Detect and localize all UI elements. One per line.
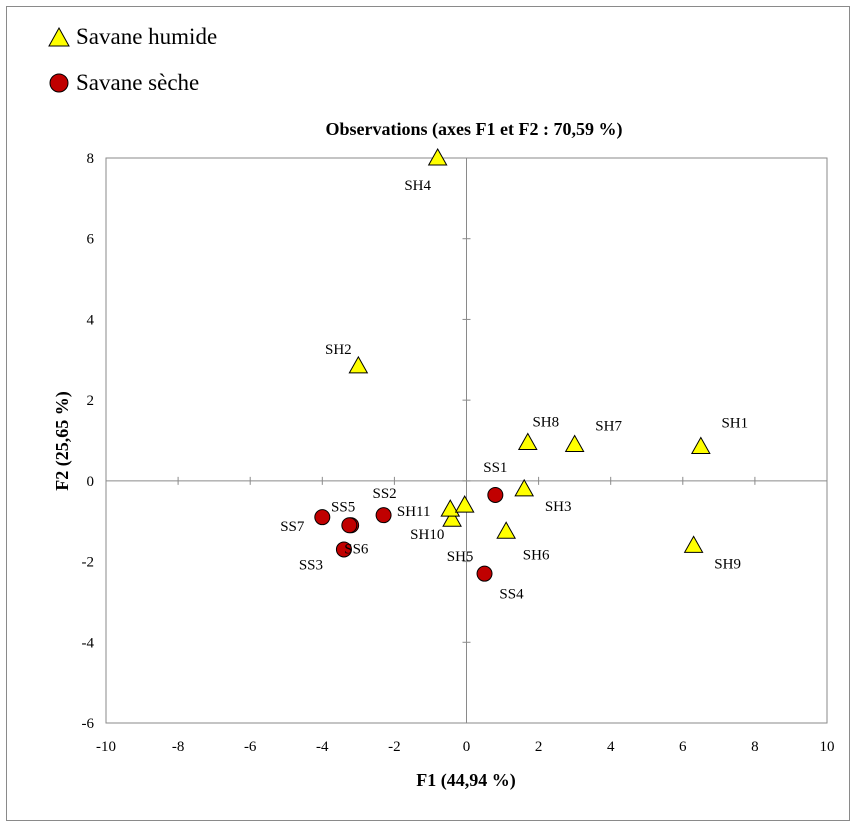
point-label-ss2: SS2 xyxy=(372,486,396,502)
point-sh10 xyxy=(440,499,461,517)
point-ss2 xyxy=(375,507,392,524)
x-tick-label: 10 xyxy=(820,739,835,755)
point-label-sh4: SH4 xyxy=(404,178,431,194)
y-tick-label: 6 xyxy=(87,232,95,248)
x-axis-label: F1 (44,94 %) xyxy=(416,770,515,791)
point-label-sh5: SH5 xyxy=(447,549,474,565)
point-label-ss1: SS1 xyxy=(483,460,507,476)
chart-frame xyxy=(6,6,850,821)
point-sh5 xyxy=(442,509,462,527)
circle-marker-icon xyxy=(49,73,69,93)
y-tick-label: 0 xyxy=(87,474,95,490)
point-label-ss7: SS7 xyxy=(280,519,305,535)
y-tick-label: 2 xyxy=(87,393,95,409)
point-label-ss5: SS5 xyxy=(331,499,355,515)
x-tick-label: 0 xyxy=(463,739,471,755)
x-tick-label: -4 xyxy=(316,739,329,755)
point-label-sh11: SH11 xyxy=(397,504,431,520)
x-tick-label: 8 xyxy=(751,739,759,755)
y-axis-label: F2 (25,65 %) xyxy=(52,391,73,490)
x-tick-label: -6 xyxy=(244,739,257,755)
x-tick-label: 4 xyxy=(607,739,615,755)
x-tick-label: -8 xyxy=(172,739,185,755)
point-label-ss3: SS3 xyxy=(299,557,323,573)
point-label-sh8: SH8 xyxy=(532,415,559,431)
y-tick-label: -6 xyxy=(82,716,95,732)
point-label-sh9: SH9 xyxy=(714,556,741,572)
triangle-marker-icon xyxy=(48,27,70,47)
point-sh2 xyxy=(348,355,369,374)
legend-label-savane-humide: Savane humide xyxy=(76,24,218,49)
point-sh7 xyxy=(564,434,585,453)
point-ss1 xyxy=(487,486,504,503)
point-label-sh10: SH10 xyxy=(410,527,444,543)
x-tick-label: 2 xyxy=(535,739,543,755)
point-label-sh6: SH6 xyxy=(523,547,550,563)
point-sh3 xyxy=(514,478,535,497)
legend-item-savane-humide: Savane humide xyxy=(48,24,217,50)
point-label-sh2: SH2 xyxy=(325,342,352,358)
point-ss4 xyxy=(476,565,493,582)
x-tick-label: -2 xyxy=(388,739,401,755)
point-sh6 xyxy=(496,521,517,539)
point-label-sh7: SH7 xyxy=(595,419,622,435)
y-tick-label: -4 xyxy=(82,635,95,651)
point-ss7 xyxy=(314,509,331,526)
legend-item-savane-seche: Savane sèche xyxy=(48,70,199,96)
point-sh9 xyxy=(683,535,704,553)
point-sh8 xyxy=(517,432,538,451)
x-tick-label: -10 xyxy=(96,739,116,755)
point-sh1 xyxy=(690,436,711,455)
legend-label-savane-seche: Savane sèche xyxy=(76,70,200,95)
y-tick-label: 4 xyxy=(87,312,95,328)
y-tick-label: -2 xyxy=(82,555,95,571)
y-tick-label: 8 xyxy=(87,151,95,167)
point-label-sh1: SH1 xyxy=(721,416,748,432)
point-ss3 xyxy=(335,541,352,558)
point-label-ss4: SS4 xyxy=(499,587,524,603)
point-ss6 xyxy=(341,517,358,534)
point-sh11 xyxy=(454,495,475,513)
point-sh4 xyxy=(427,147,448,166)
x-tick-label: 6 xyxy=(679,739,687,755)
chart-title: Observations (axes F1 et F2 : 70,59 %) xyxy=(326,119,623,140)
point-label-ss6: SS6 xyxy=(344,541,369,557)
point-label-sh3: SH3 xyxy=(545,499,572,515)
